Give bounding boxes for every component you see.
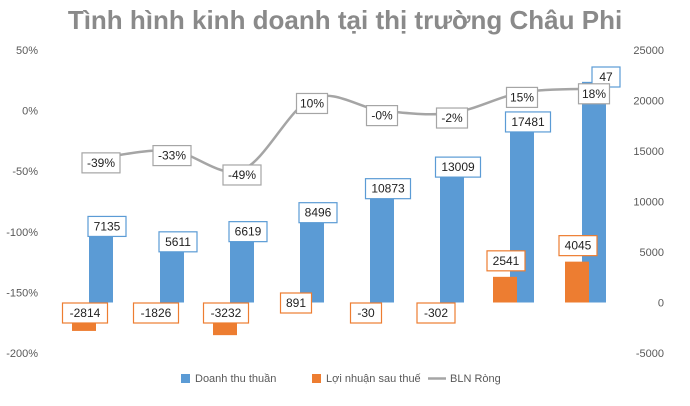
revenue-label: 5611 — [165, 235, 191, 249]
profit-bar — [493, 276, 517, 303]
bln-label-box — [152, 144, 192, 167]
profit-bar — [565, 261, 589, 303]
bln-label-box — [505, 86, 539, 109]
left-tick-label: 0% — [22, 106, 38, 118]
revenue-bar — [300, 216, 324, 303]
revenue-label-box — [228, 221, 268, 243]
bar-series — [72, 81, 606, 336]
bln-label: -39% — [87, 156, 115, 170]
bln-label-box — [577, 83, 611, 105]
profit-label: -1826 — [141, 306, 172, 320]
right-tick-label: 10000 — [633, 197, 664, 209]
legend-swatch — [312, 374, 321, 383]
revenue-label-box — [504, 111, 552, 133]
profit-label: 2541 — [493, 254, 520, 268]
profit-label-box — [202, 302, 250, 324]
revenue-label-box — [87, 215, 127, 238]
right-tick-label: 25000 — [633, 45, 664, 57]
profit-label-box — [416, 302, 456, 324]
revenue-label: 17481 — [511, 115, 545, 129]
left-tick-label: -200% — [6, 348, 38, 360]
revenue-label-box — [364, 178, 412, 200]
revenue-label: 10873 — [371, 182, 405, 196]
legend-label: Doanh thu thuần — [195, 373, 276, 385]
revenue-bar — [230, 235, 254, 303]
profit-label: -302 — [424, 306, 448, 320]
legend-swatch — [181, 374, 190, 383]
revenue-bar — [89, 230, 113, 303]
bln-label: -49% — [228, 168, 256, 182]
revenue-label: 7135 — [94, 219, 121, 233]
right-tick-label: 0 — [658, 298, 664, 310]
profit-label-box — [61, 302, 109, 324]
right-tick-label: 5000 — [640, 247, 664, 259]
left-tick-label: -100% — [6, 227, 38, 239]
bln-label: -2% — [441, 111, 463, 125]
bln-label: 10% — [300, 96, 324, 110]
left-tick-label: -150% — [6, 287, 38, 299]
revenue-label-box — [298, 202, 338, 224]
revenue-label-box — [158, 231, 198, 253]
revenue-label-box — [434, 156, 482, 178]
bln-label-box — [222, 164, 262, 186]
legend-label: Lợi nhuận sau thuế — [326, 373, 421, 385]
revenue-bar — [370, 192, 394, 303]
profit-label-box — [349, 302, 383, 324]
bln-label: -0% — [371, 109, 393, 123]
profit-label-box — [558, 235, 598, 257]
bln-label: 15% — [510, 90, 534, 104]
right-tick-label: -5000 — [636, 348, 664, 360]
revenue-label: 8496 — [305, 206, 332, 220]
bln-label: 18% — [582, 87, 606, 101]
revenue-bar — [160, 245, 184, 303]
right-axis: 25000 20000 15000 10000 5000 0 -5000 — [633, 45, 664, 360]
left-tick-label: 50% — [16, 45, 38, 57]
left-axis: 50% 0% -50% -100% -150% -200% — [6, 45, 38, 360]
revenue-label: 6619 — [235, 225, 262, 239]
left-tick-label: -50% — [12, 166, 38, 178]
profit-label: -2814 — [70, 306, 101, 320]
profit-label-box — [132, 302, 180, 324]
bln-label: -33% — [158, 149, 186, 163]
revenue-label: 13009 — [441, 160, 475, 174]
profit-label: 891 — [286, 296, 306, 310]
profit-label-box — [486, 250, 526, 272]
profit-label: -30 — [357, 306, 375, 320]
profit-label: 4045 — [565, 239, 592, 253]
chart-title: Tình hình kinh doanh tại thị trường Châu… — [68, 5, 622, 35]
bln-label-box — [81, 152, 121, 174]
revenue-bar — [510, 125, 534, 303]
data-labels: 7135 5611 6619 8496 10873 13009 17481 47 -2814 -1… — [61, 66, 621, 324]
profit-label-box — [279, 292, 313, 314]
profit-label: -3232 — [211, 306, 242, 320]
revenue-label: 47 — [599, 70, 613, 84]
legend: Doanh thu thuần Lợi nhuận sau thuế BLN Ròn… — [181, 373, 501, 385]
right-tick-label: 20000 — [633, 96, 664, 108]
right-tick-label: 15000 — [633, 146, 664, 158]
bln-label-box — [435, 107, 469, 129]
bln-label-box — [295, 92, 329, 115]
revenue-bar — [440, 171, 464, 303]
bln-label-box — [365, 104, 399, 127]
legend-label: BLN Ròng — [450, 373, 501, 385]
